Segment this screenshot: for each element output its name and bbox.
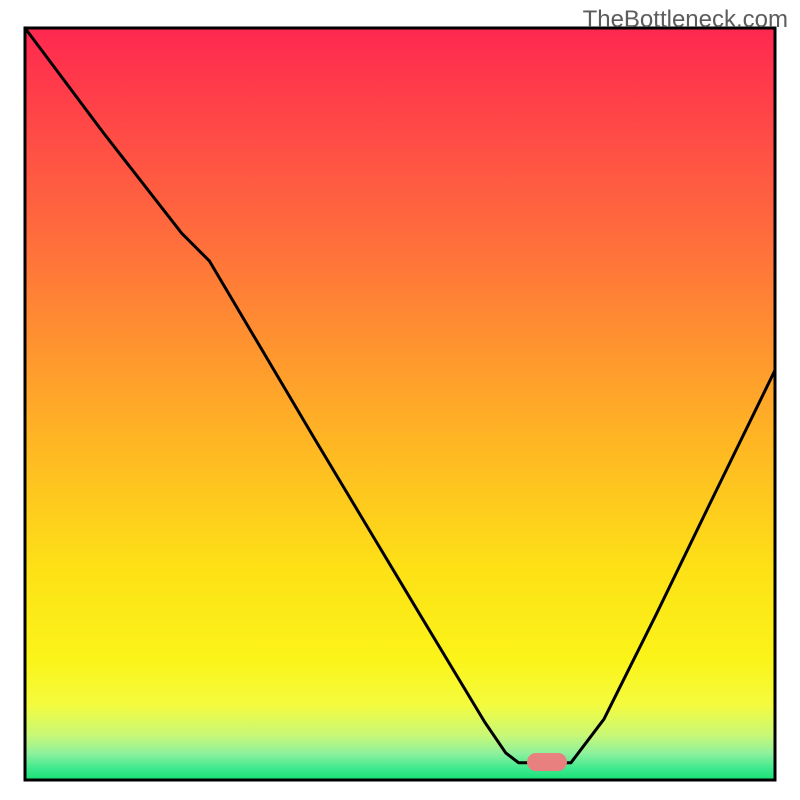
watermark-text: TheBottleneck.com bbox=[583, 6, 788, 34]
chart-container: TheBottleneck.com bbox=[0, 0, 800, 800]
optimal-marker bbox=[527, 753, 567, 771]
bottleneck-curve bbox=[0, 0, 800, 800]
